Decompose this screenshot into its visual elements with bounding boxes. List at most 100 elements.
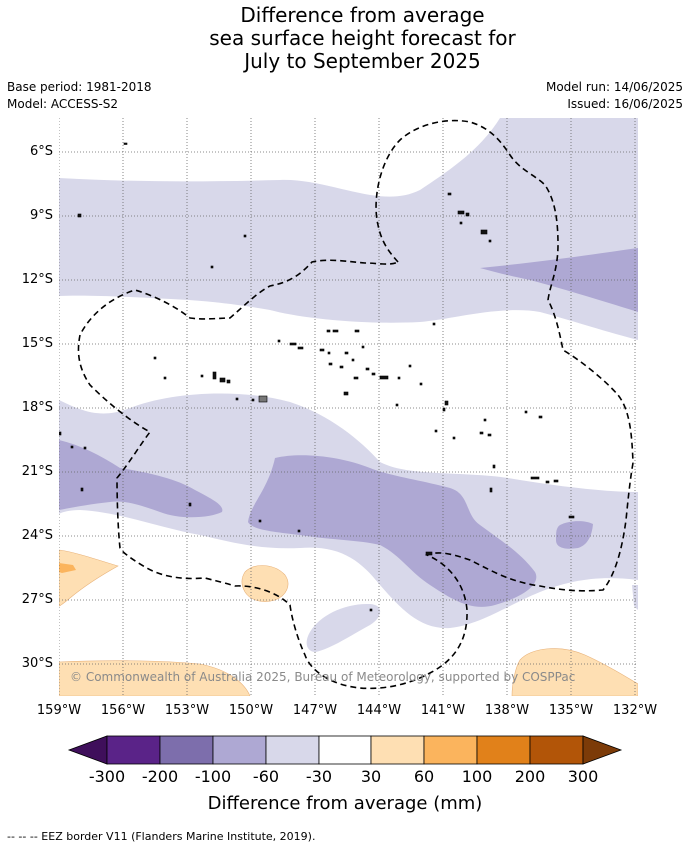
eez-border-south <box>77 259 634 690</box>
lon-label: 132°W <box>612 703 658 718</box>
island-speck <box>188 502 192 507</box>
colorbar-tick-label: -60 <box>252 767 280 786</box>
negative-anomaly-region-east <box>480 248 638 312</box>
island-speck <box>297 346 304 350</box>
island-speck <box>488 239 492 243</box>
colorbar-swatch <box>212 735 267 765</box>
colorbar-swatch <box>423 735 478 765</box>
colorbar-tick-label: -200 <box>141 767 179 786</box>
island-speck <box>77 213 82 218</box>
colorbar-low-extension <box>67 735 108 765</box>
island-speck <box>553 479 559 483</box>
base-period-text: Base period: 1981-2018 <box>7 80 152 94</box>
lat-label: 12°S <box>21 272 53 287</box>
positive-anomaly-region-southeast <box>511 648 638 696</box>
lon-label: 159°W <box>36 703 82 718</box>
island-speck <box>277 339 281 343</box>
issued-text: Issued: 16/06/2025 <box>567 97 683 111</box>
lon-label: 147°W <box>292 703 338 718</box>
lon-label: 141°W <box>420 703 466 718</box>
island-speck <box>297 529 301 533</box>
colorbar-tick-label: -30 <box>305 767 333 786</box>
map-gridlines <box>59 118 638 696</box>
colorbar-tick-label: -300 <box>88 767 126 786</box>
island-speck <box>353 376 359 380</box>
island-speck <box>212 371 217 380</box>
island-speck <box>545 480 550 484</box>
island-speck <box>163 376 167 380</box>
island-speck <box>235 397 239 401</box>
eez-border-marquesas <box>375 119 634 464</box>
lon-label: 138°W <box>484 703 530 718</box>
island-speck <box>489 487 493 493</box>
island-speck <box>251 398 255 402</box>
island-speck <box>326 329 331 333</box>
colorbar-tick-label: 60 <box>413 767 435 786</box>
island-speck <box>354 329 360 333</box>
model-text: Model: ACCESS-S2 <box>7 97 119 111</box>
island-speck <box>379 375 389 380</box>
island-speck <box>452 436 456 440</box>
lat-label: 24°S <box>21 528 53 543</box>
colorbar-tick-label: -100 <box>194 767 232 786</box>
lon-label: 153°W <box>164 703 210 718</box>
island-speck <box>332 329 339 333</box>
colorbar-title: Difference from average (mm) <box>207 793 483 814</box>
lat-label: 15°S <box>21 336 53 351</box>
island-speck <box>465 212 470 217</box>
island-speck <box>442 407 446 412</box>
island-speck <box>361 345 365 349</box>
island-speck <box>123 142 128 145</box>
title-line-1: Difference from average <box>240 3 485 27</box>
positive-anomaly-region-southwest <box>59 660 251 696</box>
island-speck <box>447 192 452 196</box>
colorbar-swatch <box>370 735 425 765</box>
colorbar-swatch <box>159 735 214 765</box>
island-speck <box>344 351 349 355</box>
island-speck <box>395 403 399 407</box>
colorbar-swatch <box>476 735 531 765</box>
negative-anomaly-region-blob <box>306 603 381 652</box>
island-speck <box>530 476 540 480</box>
colorbar-tick-label: 30 <box>360 767 382 786</box>
positive-anomaly-region-west <box>59 549 119 607</box>
colorbar-tick-label: 300 <box>567 767 599 786</box>
island-speck <box>351 358 355 362</box>
island-speck <box>59 431 62 436</box>
island-speck <box>434 429 438 433</box>
model-run-text: Model run: 14/06/2025 <box>545 80 683 94</box>
negative-anomaly-region-north <box>59 118 638 340</box>
map-plot-area: © Commonwealth of Australia 2025, Bureau… <box>59 118 638 696</box>
lon-label: 135°W <box>548 703 594 718</box>
negative-anomaly-region-west <box>59 440 223 518</box>
island-speck <box>343 391 349 396</box>
negative-anomaly-region-core <box>248 455 537 607</box>
island-speck <box>483 418 487 422</box>
island-speck <box>479 431 484 435</box>
island-speck <box>289 342 297 346</box>
island-speck <box>524 410 528 414</box>
island-speck <box>200 374 204 378</box>
island-speck <box>328 362 333 366</box>
island-speck <box>226 379 231 384</box>
colorbar-swatch <box>265 735 320 765</box>
colorbar-tick-label: 100 <box>461 767 493 786</box>
meta-left: Base period: 1981-2018 Model: ACCESS-S2 <box>7 79 152 113</box>
island-speck <box>327 351 331 355</box>
island-speck <box>369 608 373 612</box>
island-speck <box>408 364 412 368</box>
island-speck <box>243 234 247 238</box>
island-speck <box>487 433 492 437</box>
lat-label: 27°S <box>21 592 53 607</box>
colorbar-swatch <box>318 735 372 765</box>
eez-legend-text: -- -- -- EEZ border V11 (Flanders Marine… <box>7 830 316 843</box>
island-speck <box>459 221 463 225</box>
eez-borders <box>77 119 634 690</box>
island-speck <box>538 415 543 419</box>
lon-label: 144°W <box>356 703 402 718</box>
island-speck <box>444 400 449 406</box>
island-speck <box>457 210 465 215</box>
lat-label: 18°S <box>21 400 53 415</box>
negative-anomaly-region-edge <box>632 585 638 610</box>
positive-anomaly-core-west <box>59 563 76 573</box>
